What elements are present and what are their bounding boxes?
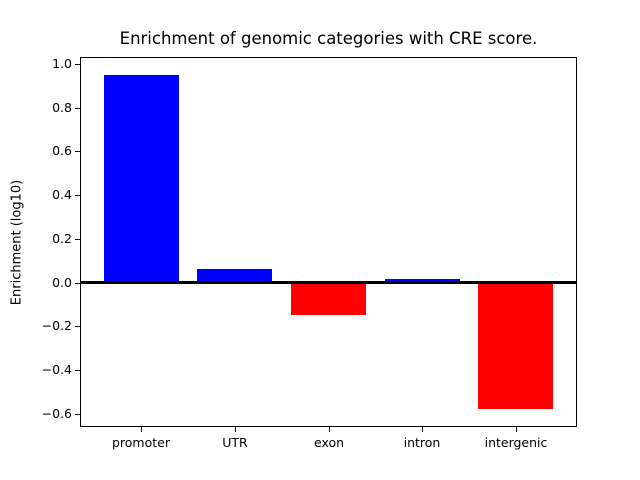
x-tick-mark [516, 427, 517, 432]
y-tick-mark [75, 108, 80, 109]
bar-exon [291, 283, 366, 315]
y-tick-mark [75, 195, 80, 196]
x-tick-label-intergenic: intergenic [484, 435, 548, 450]
x-tick-label-intron: intron [403, 435, 441, 450]
y-tick-label: −0.4 [41, 362, 72, 377]
y-tick-mark [75, 151, 80, 152]
x-tick-mark [235, 427, 236, 432]
x-tick-mark [329, 427, 330, 432]
y-tick-label: 0.2 [52, 231, 72, 246]
bar-promoter [104, 75, 179, 283]
x-tick-label-UTR: UTR [222, 435, 248, 450]
chart-title: Enrichment of genomic categories with CR… [119, 29, 538, 48]
x-tick-label-promoter: promoter [111, 435, 170, 450]
x-tick-label-exon: exon [313, 435, 345, 450]
y-tick-mark [75, 370, 80, 371]
bar-UTR [197, 269, 272, 283]
y-tick-mark [75, 239, 80, 240]
plot-area [80, 57, 577, 427]
y-tick-mark [75, 283, 80, 284]
y-tick-label: 0.8 [52, 100, 72, 115]
y-tick-mark [75, 326, 80, 327]
zero-line [81, 281, 576, 284]
y-tick-mark [75, 64, 80, 65]
y-tick-label: 0.4 [52, 187, 72, 202]
y-tick-label: −0.2 [41, 318, 72, 333]
y-tick-label: 0.6 [52, 143, 72, 158]
bar-intergenic [478, 283, 553, 409]
y-tick-label: 0.0 [52, 275, 72, 290]
y-tick-mark [75, 414, 80, 415]
y-tick-label: −0.6 [41, 406, 72, 421]
y-axis-label: Enrichment (log10) [9, 179, 25, 306]
y-tick-label: 1.0 [52, 56, 72, 71]
x-tick-mark [141, 427, 142, 432]
x-tick-mark [422, 427, 423, 432]
